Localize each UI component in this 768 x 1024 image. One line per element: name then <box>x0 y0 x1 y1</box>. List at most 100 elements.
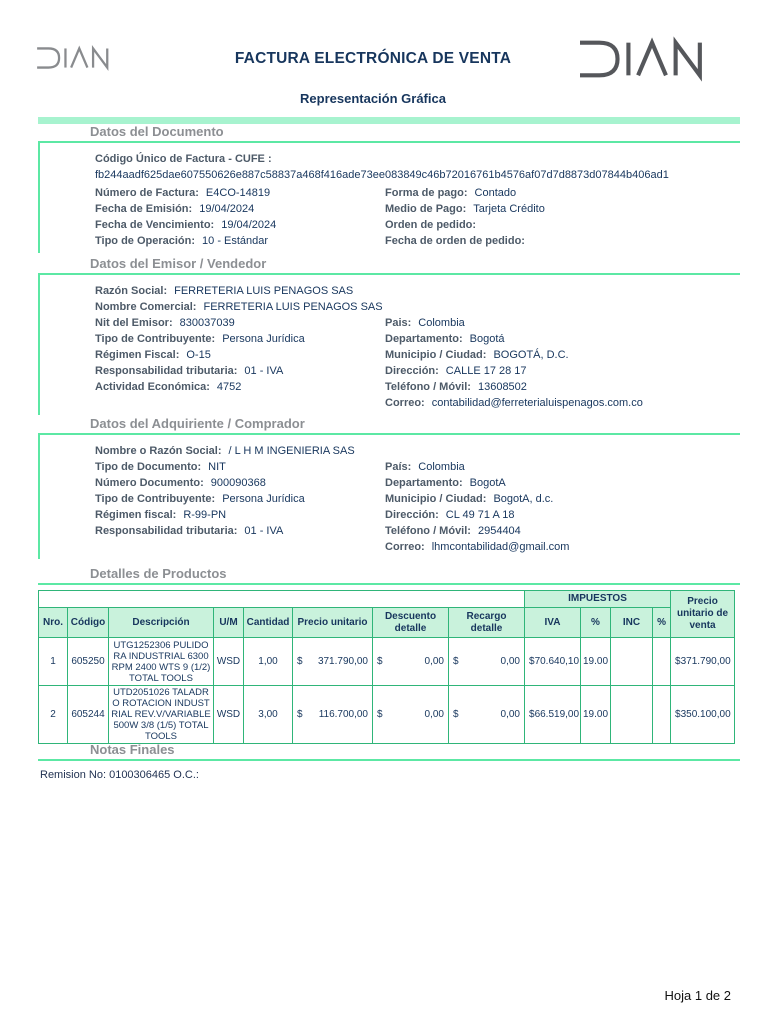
amount: 0,00 <box>500 709 520 720</box>
field-label: Fecha de Vencimiento: <box>95 219 215 231</box>
accent-bar <box>38 117 740 124</box>
field-row: Fecha de Vencimiento: 19/04/2024 Orden d… <box>95 217 740 233</box>
field-row: Fecha de Emisión: 19/04/2024 Medio de Pa… <box>95 201 740 217</box>
field-value: Persona Jurídica <box>222 493 305 505</box>
currency-symbol: $ <box>675 709 681 720</box>
cell-precio-venta: $371.790,00 <box>670 637 736 686</box>
cell-um: WSD <box>213 637 244 686</box>
field-label: Número Documento: <box>95 477 204 489</box>
cell-nro: 1 <box>38 637 68 686</box>
field-label: Tipo de Contribuyente: <box>95 333 216 345</box>
dian-logo-left-icon <box>35 44 120 72</box>
field-value: FERRETERIA LUIS PENAGOS SAS <box>203 301 383 313</box>
col-nro: Nro. <box>38 607 68 638</box>
section-title: Detalles de Productos <box>90 566 227 581</box>
field-row: Razón Social: FERRETERIA LUIS PENAGOS SA… <box>95 283 740 299</box>
section-datos-documento: Datos del Documento Código Único de Fact… <box>38 124 740 253</box>
section-divider <box>38 433 740 435</box>
field-label: Régimen fiscal: <box>95 509 177 521</box>
field-value: 830037039 <box>179 317 235 329</box>
col-inc-pct: % <box>651 607 672 638</box>
field-label: Fecha de Emisión: <box>95 203 193 215</box>
field-label: Tipo de Operación: <box>95 235 196 247</box>
amount: 371.790,00 <box>680 656 731 667</box>
cell-iva-pct: 19.00 <box>580 685 611 744</box>
section-divider <box>38 141 740 143</box>
field-value: BOGOTÁ, D.C. <box>493 349 569 361</box>
section-content: Razón Social: FERRETERIA LUIS PENAGOS SA… <box>38 275 740 415</box>
field-label: Nombre Comercial: <box>95 301 197 313</box>
field-value: R-99-PN <box>183 509 227 521</box>
amount: 0,00 <box>424 709 444 720</box>
field-label: Nombre o Razón Social: <box>95 445 222 457</box>
field-label: Teléfono / Móvil: <box>385 381 471 393</box>
section-divider <box>38 273 740 275</box>
field-row: Responsabilidad tributaria: 01 - IVA Tel… <box>95 523 740 539</box>
amount: 70.640,10 <box>534 656 580 667</box>
field-label: Dirección: <box>385 365 439 377</box>
section-content: Código Único de Factura - CUFE : fb244aa… <box>38 143 740 253</box>
col-precio-unitario: Precio unitario <box>292 607 373 638</box>
field-value: / L H M INGENIERIA SAS <box>228 445 355 457</box>
cell-descuento: $0,00 <box>372 685 449 744</box>
field-label: Forma de pago: <box>385 187 468 199</box>
field-value: E4CO-14819 <box>205 187 271 199</box>
field-value: 01 - IVA <box>244 365 284 377</box>
field-value: lhmcontabilidad@gmail.com <box>431 541 570 553</box>
field-value: contabilidad@ferreterialuispenagos.com.c… <box>431 397 643 409</box>
section-content: Nombre o Razón Social: / L H M INGENIERI… <box>38 435 740 559</box>
col-recargo: Recargo detalle <box>448 607 525 638</box>
cell-cantidad: 3,00 <box>243 685 293 744</box>
field-label: Actividad Económica: <box>95 381 210 393</box>
field-row: Responsabilidad tributaria: 01 - IVA Dir… <box>95 363 740 379</box>
amount: 350.100,00 <box>680 709 731 720</box>
section-divider <box>38 759 740 761</box>
field-label: Pais: <box>385 317 412 329</box>
cell-inc-pct <box>651 685 672 744</box>
cell-precio-unitario: $371.790,00 <box>292 637 373 686</box>
currency-symbol: $ <box>453 709 459 720</box>
cell-precio-venta: $350.100,00 <box>670 685 736 744</box>
table-header-group-row: IMPUESTOS Precio unitario de venta <box>38 590 736 638</box>
field-row: Correo: lhmcontabilidad@gmail.com <box>95 539 740 555</box>
cell-iva: $66.519,00 <box>524 685 581 744</box>
field-value: BogotA <box>469 477 506 489</box>
field-row: Tipo de Operación: 10 - Estándar Fecha d… <box>95 233 740 249</box>
cell-cantidad: 1,00 <box>243 637 293 686</box>
col-impuestos-group: IMPUESTOS <box>523 590 672 608</box>
col-cantidad: Cantidad <box>243 607 293 638</box>
field-row: Número de Factura: E4CO-14819 Forma de p… <box>95 185 740 201</box>
section-title: Datos del Emisor / Vendedor <box>90 256 267 271</box>
field-value: Persona Jurídica <box>222 333 305 345</box>
field-value: 900090368 <box>210 477 266 489</box>
col-descripcion: Descripción <box>108 607 214 638</box>
field-label: Fecha de orden de pedido: <box>385 235 525 247</box>
cell-codigo: 605250 <box>67 637 109 686</box>
cell-inc <box>610 685 653 744</box>
section-detalles-productos: Detalles de Productos IMPUESTOS Precio u… <box>38 566 740 744</box>
field-value: 13608502 <box>477 381 527 393</box>
cell-iva: $70.640,10 <box>524 637 581 686</box>
currency-symbol: $ <box>675 656 681 667</box>
field-label: Medio de Pago: <box>385 203 467 215</box>
field-label: Responsabilidad tributaria: <box>95 525 238 537</box>
cell-descripcion: UTG1252306 PULIDORA INDUSTRIAL 6300 RPM … <box>108 637 214 686</box>
cell-descripcion: UTD2051026 TALADRO ROTACION INDUSTRIAL R… <box>108 685 214 744</box>
field-label: Responsabilidad tributaria: <box>95 365 238 377</box>
field-value: FERRETERIA LUIS PENAGOS SAS <box>174 285 354 297</box>
field-value: 2954404 <box>477 525 521 537</box>
document-subtitle: Representación Gráfica <box>300 91 446 106</box>
field-value: 10 - Estándar <box>202 235 269 247</box>
cell-precio-unitario: $116.700,00 <box>292 685 373 744</box>
cell-um: WSD <box>213 685 244 744</box>
cell-descuento: $0,00 <box>372 637 449 686</box>
section-datos-adquiriente: Datos del Adquiriente / Comprador Nombre… <box>38 416 740 559</box>
field-value: CALLE 17 28 17 <box>445 365 527 377</box>
cell-inc <box>610 637 653 686</box>
field-value: CL 49 71 A 18 <box>445 509 515 521</box>
field-row: Número Documento: 900090368 Departamento… <box>95 475 740 491</box>
field-value: 19/04/2024 <box>221 219 277 231</box>
field-value: Tarjeta Crédito <box>473 203 545 215</box>
section-notas-finales: Notas Finales Remision No: 0100306465 O.… <box>38 742 740 783</box>
